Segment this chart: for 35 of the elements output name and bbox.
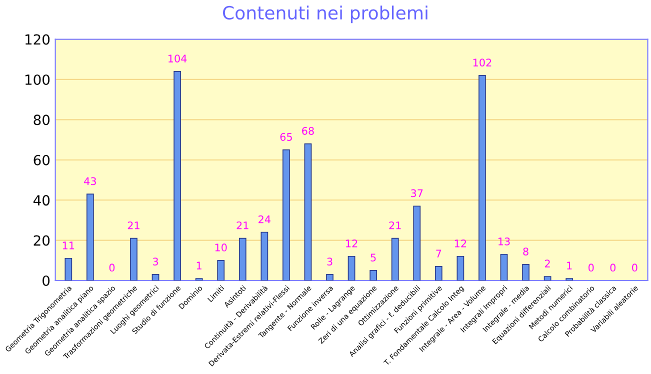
data-label: 24 — [258, 215, 270, 224]
y-tick-label: 60 — [34, 154, 50, 166]
data-label: 5 — [370, 254, 376, 262]
y-tick-label: 120 — [25, 34, 50, 45]
data-label: 1 — [196, 262, 202, 270]
data-label: 43 — [84, 177, 96, 186]
data-label: 0 — [610, 264, 616, 272]
data-label: 3 — [153, 258, 158, 266]
data-label: 3 — [327, 258, 332, 266]
data-label: 0 — [632, 264, 638, 272]
data-label: 10 — [215, 244, 227, 252]
y-tick-label: 100 — [25, 74, 50, 85]
data-label: 0 — [588, 264, 594, 272]
data-label: 0 — [109, 264, 115, 272]
data-label: 12 — [454, 240, 466, 248]
data-label: 37 — [411, 189, 423, 198]
y-tick-label: 0 — [42, 275, 50, 286]
data-label: 68 — [302, 126, 314, 135]
data-label: 65 — [280, 132, 292, 141]
data-label: 21 — [128, 221, 140, 230]
data-label: 7 — [436, 250, 442, 258]
chart-title: Contenuti nei problemi — [223, 6, 428, 24]
data-label: 21 — [236, 221, 248, 230]
data-label: 11 — [62, 242, 74, 250]
data-label: 12 — [346, 240, 358, 248]
data-label: 104 — [168, 54, 187, 62]
y-tick-label: 80 — [34, 114, 50, 126]
data-label: 2 — [545, 260, 550, 268]
data-label: 1 — [567, 262, 572, 270]
y-tick-label: 40 — [33, 195, 50, 206]
data-label: 8 — [523, 248, 528, 256]
data-label: 21 — [389, 221, 401, 230]
data-label: 102 — [473, 58, 492, 66]
data-label: 13 — [498, 238, 510, 246]
y-tick-label: 20 — [34, 235, 50, 246]
